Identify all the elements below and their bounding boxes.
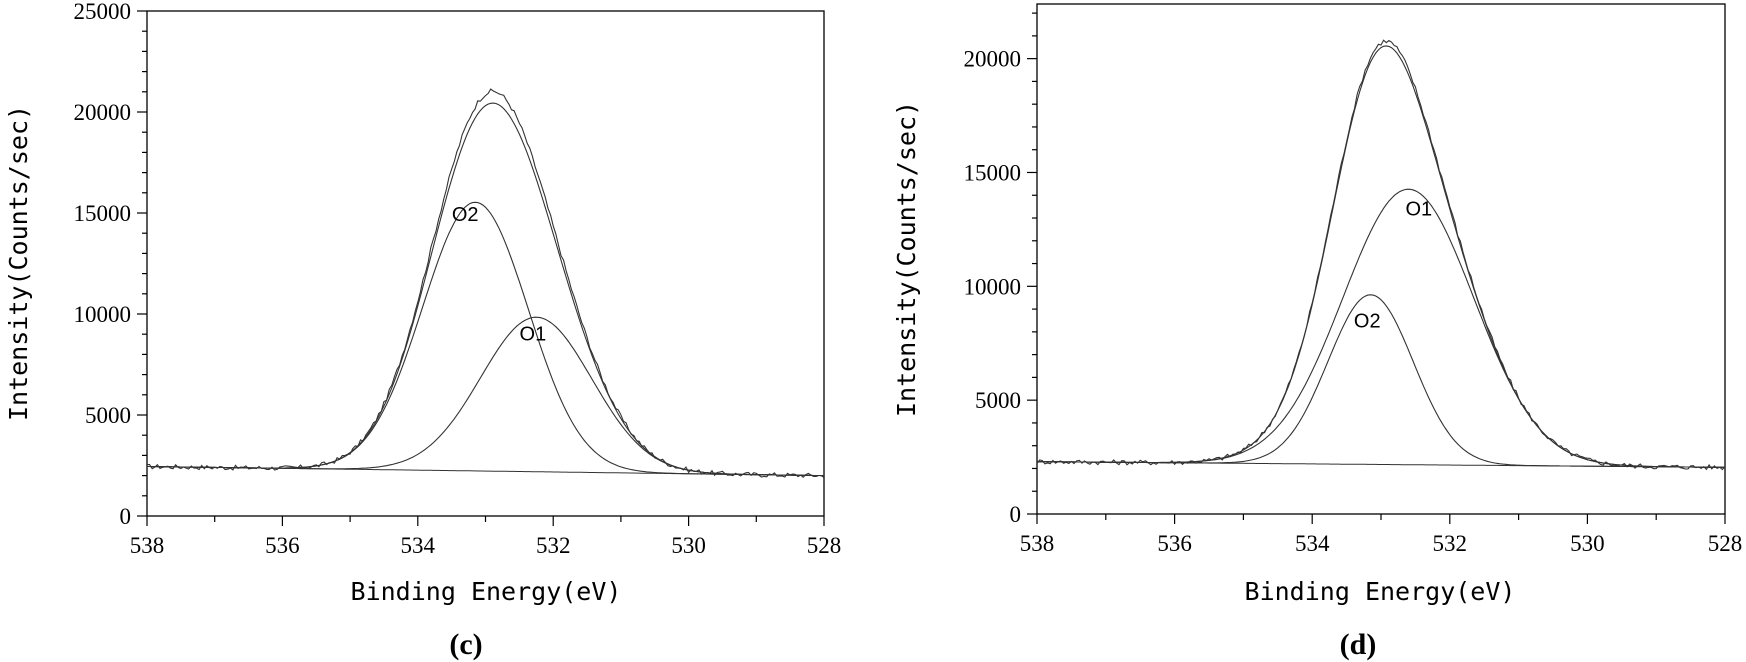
x-tick-label: 536 [265, 533, 300, 558]
plot-frame [146, 10, 825, 517]
x-tick-label: 532 [1433, 531, 1468, 556]
x-tick-label: 538 [1020, 531, 1055, 556]
x-axis-label: Binding Energy(eV) [351, 577, 622, 606]
component-o2-curve [147, 201, 824, 477]
peak-label-o2: O2 [452, 204, 479, 226]
y-tick-label: 10000 [964, 274, 1022, 299]
y-tick-label: 5000 [85, 403, 131, 428]
x-tick-label: 532 [536, 533, 571, 558]
tick-labels: 538 536 534 532 530 528 0 5000 10000 15000 20000 25… [74, 0, 842, 558]
panel-label: (c) [449, 628, 482, 661]
y-axis-label: Intensity(Counts/sec) [4, 105, 33, 421]
raw-data-curve [1036, 39, 1726, 471]
x-tick-label: 530 [1570, 531, 1605, 556]
peak-labels: O2 O1 [452, 204, 546, 345]
axis-ticks [1027, 12, 1726, 524]
y-tick-label: 0 [1010, 502, 1022, 527]
peak-label-o1: O1 [520, 323, 547, 345]
x-tick-label: 528 [807, 533, 842, 558]
y-tick-label: 10000 [74, 302, 132, 327]
y-tick-label: 20000 [74, 100, 132, 125]
y-tick-label: 15000 [964, 160, 1022, 185]
raw-data-curve [146, 88, 825, 479]
chart-panel-d: 538 536 534 532 530 528 0 5000 10000 15000 20000 O… [892, 3, 1743, 661]
plot-frame [1036, 3, 1726, 515]
spectrum-curves [146, 88, 825, 479]
x-tick-label: 536 [1157, 531, 1192, 556]
panel-label: (d) [1340, 628, 1377, 661]
peak-label-o1: O1 [1405, 199, 1432, 221]
y-tick-label: 5000 [975, 388, 1021, 413]
x-tick-label: 534 [1295, 531, 1330, 556]
envelope-fit-curve [147, 102, 824, 477]
x-axis-label: Binding Energy(eV) [1245, 577, 1516, 606]
y-axis-label: Intensity(Counts/sec) [892, 101, 921, 417]
x-tick-label: 534 [401, 533, 436, 558]
x-tick-label: 530 [671, 533, 706, 558]
component-o1-curve [147, 316, 824, 477]
y-tick-label: 0 [120, 504, 132, 529]
y-tick-label: 15000 [74, 201, 132, 226]
axis-ticks [137, 10, 825, 526]
y-tick-label: 25000 [74, 0, 132, 24]
tick-labels: 538 536 534 532 530 528 0 5000 10000 15000 20000 [964, 47, 1743, 556]
x-tick-label: 538 [130, 533, 165, 558]
chart-panel-c: 538 536 534 532 530 528 0 5000 10000 15000 20000 25… [4, 0, 841, 661]
y-tick-label: 20000 [964, 47, 1022, 72]
peak-label-o2: O2 [1354, 310, 1381, 332]
peak-labels: O1 O2 [1354, 199, 1432, 333]
component-o2-curve [1036, 294, 1725, 468]
envelope-fit-curve [1036, 45, 1725, 468]
spectrum-curves [1036, 39, 1726, 471]
component-o1-curve [1036, 188, 1725, 468]
x-tick-label: 528 [1708, 531, 1743, 556]
